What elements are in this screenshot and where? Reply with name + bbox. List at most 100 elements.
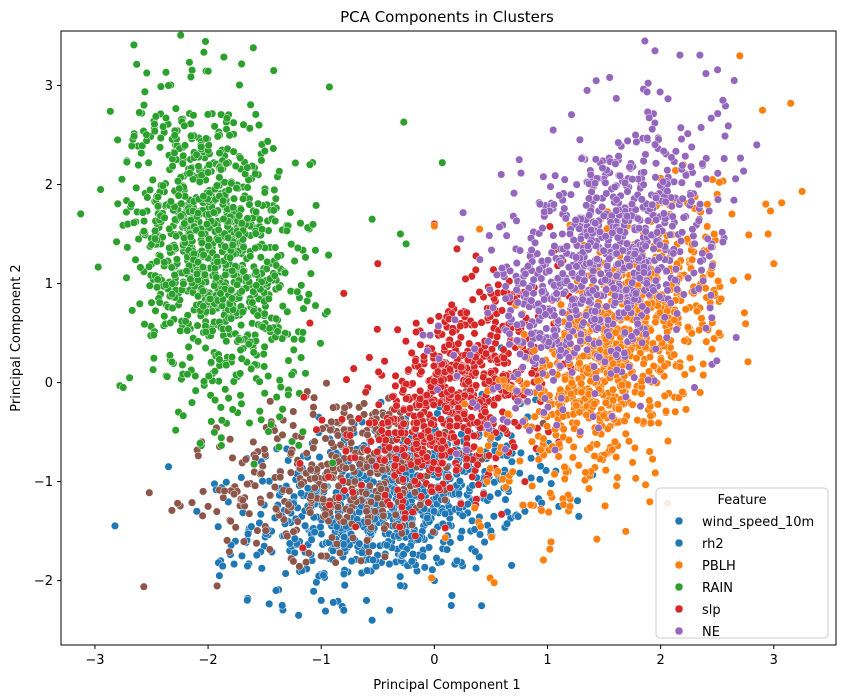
- point-rh2: [430, 507, 439, 516]
- point-PBLH: [566, 389, 576, 398]
- point-NE: [713, 169, 722, 178]
- point-NE: [639, 180, 648, 189]
- point-rh2: [477, 601, 486, 610]
- point-NE: [532, 353, 541, 363]
- point-NE: [639, 268, 648, 277]
- point-slp: [413, 457, 422, 466]
- point-PBLH: [577, 379, 586, 388]
- point-PBLH: [670, 350, 679, 359]
- point-RAIN: [271, 243, 280, 252]
- point-RAIN: [94, 263, 103, 272]
- point-NE: [485, 285, 494, 294]
- point-NE: [589, 362, 599, 371]
- point-RAIN: [159, 122, 168, 131]
- point-rh2: [243, 561, 252, 571]
- point-NE: [649, 244, 658, 253]
- point-wind_speed_10m: [364, 547, 373, 557]
- point-PBLH: [639, 359, 648, 368]
- point-NE: [641, 242, 650, 251]
- point-slp: [416, 410, 425, 419]
- point-rh2: [328, 546, 337, 555]
- point-PBLH: [688, 255, 697, 264]
- point-RAIN: [271, 216, 280, 226]
- point-wind_speed_10m: [293, 517, 302, 526]
- point-wind_speed_10m: [306, 465, 315, 474]
- point-NE: [543, 256, 553, 265]
- point-PBLH: [530, 412, 539, 421]
- point-slp: [444, 340, 454, 349]
- point-NE: [661, 197, 670, 206]
- point-slp: [373, 325, 382, 334]
- x-tick-label: −1: [312, 653, 331, 668]
- point-NE: [434, 322, 443, 331]
- point-RAIN: [251, 244, 260, 253]
- point-NE: [487, 246, 496, 255]
- point-NE: [643, 87, 652, 96]
- point-slp: [407, 348, 416, 357]
- point-RAIN: [117, 175, 127, 184]
- point-PBLH: [536, 445, 545, 454]
- point-NE: [641, 227, 650, 236]
- point-RAIN: [181, 317, 190, 326]
- point-RAIN: [236, 153, 245, 162]
- point-RAIN: [305, 160, 314, 169]
- point-wind_speed_10m: [355, 460, 364, 469]
- point-RAIN: [271, 194, 280, 203]
- point-NE: [677, 135, 686, 144]
- point-NE: [639, 157, 648, 166]
- point-slp: [465, 339, 474, 348]
- point-wind_speed_10m: [363, 536, 372, 545]
- point-RAIN: [297, 335, 306, 344]
- point-RAIN: [260, 309, 269, 318]
- point-NE: [681, 152, 690, 161]
- point-RAIN: [273, 327, 282, 336]
- point-NE: [627, 332, 636, 341]
- point-wind_speed_10m: [289, 421, 298, 430]
- point-RAIN: [199, 48, 208, 57]
- point-RAIN: [243, 183, 252, 192]
- y-tick-label: 3: [45, 79, 53, 94]
- point-NE: [718, 96, 727, 105]
- point-NE: [671, 276, 680, 285]
- point-rh2: [230, 560, 239, 569]
- point-RAIN: [270, 185, 279, 194]
- point-rh2: [257, 564, 266, 573]
- point-slp: [383, 418, 393, 427]
- point-RAIN: [185, 58, 194, 67]
- point-PBLH: [715, 178, 724, 187]
- point-wind_speed_10m: [302, 449, 311, 458]
- point-NE: [501, 294, 510, 303]
- point-wind_speed_10m: [407, 520, 417, 530]
- point-slp: [342, 375, 351, 384]
- point-NE: [561, 214, 570, 223]
- point-NE: [529, 275, 538, 284]
- point-RAIN: [156, 133, 165, 143]
- point-NE: [652, 215, 661, 224]
- legend-marker: [674, 560, 684, 570]
- point-RAIN: [296, 219, 305, 228]
- point-NE: [504, 311, 513, 320]
- point-rh2: [339, 569, 348, 578]
- point-wind_speed_10m: [251, 481, 260, 490]
- point-slp: [460, 410, 469, 419]
- point-rh2: [294, 611, 303, 620]
- point-NE: [659, 177, 668, 186]
- point-rh2: [468, 516, 477, 525]
- point-RAIN: [197, 238, 206, 247]
- point-RAIN: [177, 199, 186, 208]
- point-PBLH: [628, 458, 637, 467]
- point-RAIN: [258, 322, 267, 331]
- point-PBLH: [508, 467, 517, 476]
- point-NE: [564, 320, 573, 329]
- point-rh2: [447, 591, 456, 600]
- point-NE: [623, 187, 632, 196]
- point-wind_speed_10m: [238, 496, 247, 505]
- point-NE: [687, 142, 696, 152]
- point-NE: [611, 159, 620, 168]
- point-RAIN: [276, 383, 285, 392]
- point-PBLH: [530, 346, 539, 355]
- point-NE: [667, 153, 676, 162]
- point-RAIN: [187, 131, 196, 140]
- point-RAIN: [127, 141, 136, 150]
- point-NE: [565, 333, 574, 342]
